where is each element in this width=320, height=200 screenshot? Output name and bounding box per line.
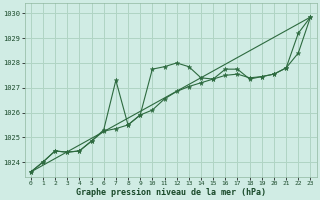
- X-axis label: Graphe pression niveau de la mer (hPa): Graphe pression niveau de la mer (hPa): [76, 188, 266, 197]
